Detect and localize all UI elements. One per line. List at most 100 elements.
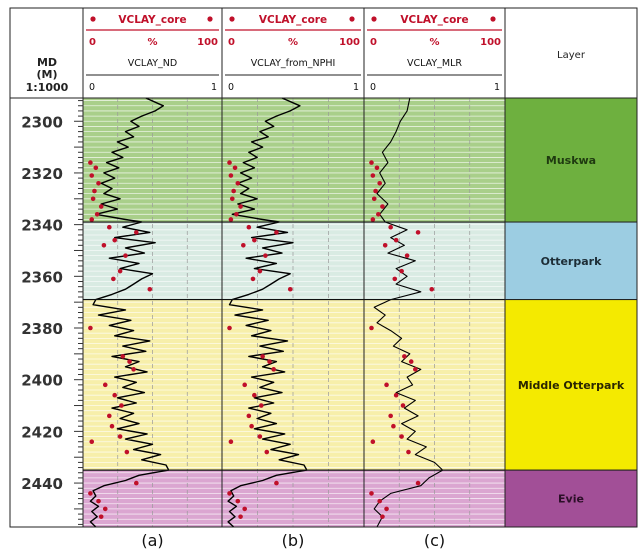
layer-column: Layer Muskwa Otterpark Middle Otterpark Evie bbox=[504, 50, 638, 528]
core-point bbox=[96, 498, 101, 504]
depth-axis: MD(M)1:1000 2300 2320 2340 2360 2380 2400 2420 2… bbox=[21, 56, 83, 525]
core-point bbox=[228, 217, 234, 222]
core-point bbox=[92, 188, 97, 194]
curve-scale-min: 0 bbox=[370, 82, 376, 93]
core-point bbox=[238, 514, 243, 519]
core-point bbox=[147, 286, 153, 292]
core-point bbox=[246, 224, 252, 230]
core-point bbox=[400, 403, 406, 408]
core-point bbox=[404, 253, 410, 258]
core-point bbox=[111, 276, 116, 282]
curve-name-vclay_nd: VCLAY_ND bbox=[128, 58, 177, 69]
core-legend-dot bbox=[490, 16, 496, 22]
core-point bbox=[370, 439, 376, 445]
curve-scale-max: 1 bbox=[211, 82, 217, 93]
core-point bbox=[373, 188, 378, 194]
core-point bbox=[263, 253, 268, 258]
curve-vclay_from_nphi bbox=[227, 97, 308, 528]
core-legend-dot bbox=[349, 16, 355, 22]
core-legend-dot bbox=[207, 16, 213, 22]
core-point bbox=[429, 286, 435, 292]
layer-name-evie: Evie bbox=[558, 493, 584, 506]
core-point bbox=[369, 325, 374, 331]
depth-tick-label: 2320 bbox=[21, 165, 63, 183]
core-legend-dot bbox=[229, 16, 235, 22]
core-point bbox=[399, 434, 404, 439]
curve-scale-max: 1 bbox=[353, 82, 359, 93]
core-point bbox=[252, 392, 257, 398]
depth-tick-label: 2400 bbox=[21, 372, 63, 390]
layer-name-middle-otterpark: Middle Otterpark bbox=[518, 379, 625, 392]
core-point bbox=[264, 449, 270, 455]
curve-name-vclay_from_nphi: VCLAY_from_NPHI bbox=[251, 58, 336, 69]
core-point bbox=[250, 276, 256, 282]
core-point bbox=[120, 354, 126, 359]
core-point bbox=[238, 204, 243, 209]
core-legend-dot bbox=[371, 16, 377, 22]
core-point bbox=[112, 392, 117, 398]
curve-scale-max: 1 bbox=[494, 82, 500, 93]
core-point bbox=[88, 325, 93, 331]
track-caption: (c) bbox=[424, 531, 445, 549]
log-curves bbox=[89, 97, 444, 528]
core-point bbox=[131, 367, 136, 372]
core-point bbox=[112, 237, 117, 243]
layer-name-otterpark: Otterpark bbox=[541, 255, 602, 268]
core-scale-min: 0 bbox=[370, 37, 377, 48]
core-point bbox=[370, 217, 376, 222]
core-scale-unit: % bbox=[429, 37, 439, 48]
core-point bbox=[93, 165, 99, 171]
core-point bbox=[241, 243, 246, 248]
core-scale-min: 0 bbox=[228, 37, 235, 48]
core-point bbox=[102, 506, 108, 512]
core-point bbox=[123, 253, 128, 258]
core-point bbox=[257, 268, 263, 274]
core-point bbox=[229, 196, 235, 202]
depth-scale: 1:1000 bbox=[26, 81, 69, 94]
core-point bbox=[249, 423, 254, 429]
core-point bbox=[258, 403, 264, 408]
core-point bbox=[384, 506, 389, 512]
core-point bbox=[102, 382, 108, 388]
core-point bbox=[370, 173, 376, 178]
depth-tick-label: 2360 bbox=[21, 268, 63, 286]
core-scale-max: 100 bbox=[339, 37, 360, 48]
core-point bbox=[96, 180, 101, 186]
core-curve-name: VCLAY_core bbox=[118, 14, 186, 26]
curve-name-vclay_mlr: VCLAY_MLR bbox=[407, 58, 462, 69]
core-point bbox=[127, 359, 132, 364]
core-point bbox=[90, 196, 96, 202]
layer-box-evie bbox=[504, 469, 638, 528]
core-point bbox=[274, 480, 279, 486]
core-point bbox=[374, 165, 380, 171]
core-point bbox=[287, 286, 293, 292]
core-markers bbox=[88, 160, 435, 519]
core-scale-unit: % bbox=[147, 37, 157, 48]
chart-frame bbox=[9, 7, 638, 528]
core-point bbox=[117, 268, 123, 274]
core-point bbox=[271, 367, 276, 372]
curve-scale-min: 0 bbox=[228, 82, 234, 93]
core-point bbox=[393, 392, 399, 398]
core-point bbox=[246, 413, 252, 419]
core-point bbox=[260, 354, 265, 359]
core-point bbox=[415, 230, 421, 235]
core-point bbox=[274, 230, 279, 235]
core-point bbox=[88, 491, 93, 496]
core-point bbox=[376, 211, 381, 217]
core-scale-min: 0 bbox=[89, 37, 96, 48]
core-point bbox=[382, 243, 388, 248]
core-point bbox=[252, 237, 257, 243]
core-point bbox=[231, 188, 236, 194]
core-point bbox=[89, 217, 95, 222]
core-point bbox=[377, 180, 383, 186]
curve-scale-min: 0 bbox=[89, 82, 95, 93]
core-point bbox=[371, 196, 377, 202]
track-gridlines bbox=[83, 98, 505, 527]
layer-name-muskwa: Muskwa bbox=[546, 154, 596, 167]
core-point bbox=[134, 480, 139, 486]
core-point bbox=[380, 514, 385, 519]
core-point bbox=[234, 211, 239, 217]
